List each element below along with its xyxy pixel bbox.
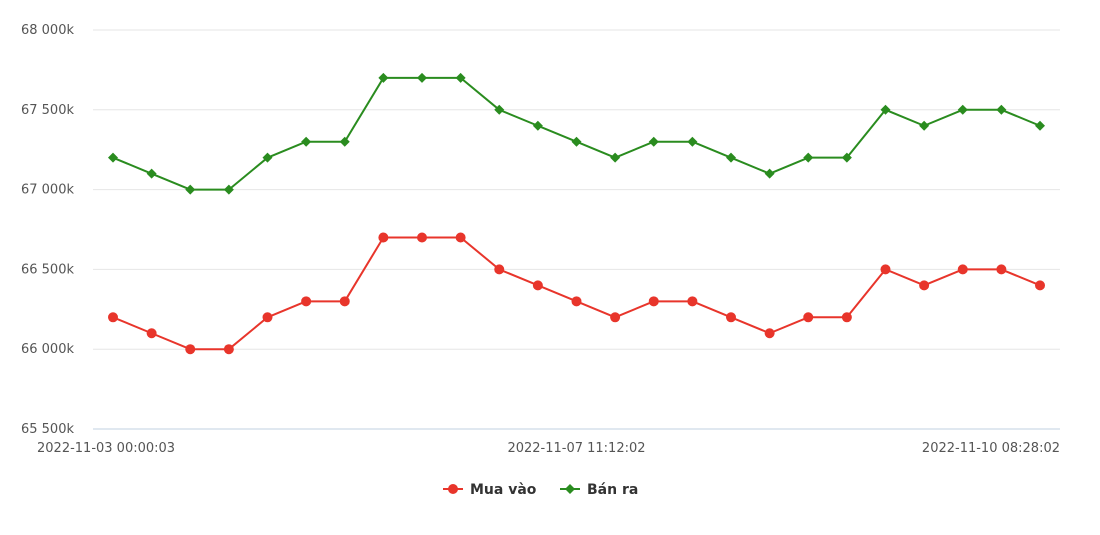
data-point[interactable] (301, 136, 312, 147)
data-point[interactable] (262, 312, 273, 323)
y-tick-label: 66 000k (21, 342, 74, 357)
y-axis-labels: 65 500k 66 000k 66 500k 67 000k 67 500k 68 00… (21, 23, 74, 437)
legend-label: Bán ra (587, 482, 638, 498)
data-point[interactable] (455, 232, 466, 243)
y-tick-label: 66 500k (21, 262, 74, 277)
data-point[interactable] (146, 168, 157, 179)
data-point[interactable] (339, 136, 350, 147)
x-axis-labels: 2022-11-03 00:00:03 2022-11-07 11:12:02 20… (37, 441, 1060, 456)
data-point[interactable] (687, 136, 698, 147)
y-tick-label: 67 500k (21, 103, 74, 118)
data-point[interactable] (417, 72, 427, 83)
data-point[interactable] (378, 72, 389, 83)
data-point[interactable] (1035, 120, 1045, 131)
data-point[interactable] (610, 312, 621, 323)
data-point[interactable] (455, 72, 466, 83)
data-point[interactable] (841, 312, 852, 323)
data-point[interactable] (108, 152, 118, 163)
series-layer (108, 72, 1045, 355)
data-point[interactable] (764, 168, 775, 179)
data-point[interactable] (223, 344, 234, 355)
series-ban-ra (108, 72, 1045, 195)
data-point[interactable] (301, 296, 312, 307)
data-point[interactable] (532, 120, 543, 131)
series-mua-vao (108, 232, 1045, 355)
data-point[interactable] (919, 280, 930, 291)
data-point[interactable] (571, 296, 582, 307)
data-point[interactable] (726, 152, 736, 163)
data-point[interactable] (996, 264, 1007, 275)
legend-marker (565, 484, 575, 494)
data-point[interactable] (494, 104, 505, 115)
data-point[interactable] (146, 328, 157, 339)
data-point[interactable] (185, 344, 196, 355)
data-point[interactable] (880, 104, 891, 115)
legend-label: Mua vào (470, 482, 537, 498)
data-point[interactable] (957, 264, 968, 275)
y-tick-label: 65 500k (21, 422, 74, 437)
x-tick-label: 2022-11-07 11:12:02 (507, 441, 645, 456)
data-point[interactable] (919, 120, 930, 131)
data-point[interactable] (108, 312, 118, 323)
data-point[interactable] (841, 152, 852, 163)
data-point[interactable] (185, 184, 196, 195)
data-point[interactable] (339, 296, 350, 307)
legend-item-ban-ra[interactable]: Bán ra (560, 482, 638, 498)
data-point[interactable] (610, 152, 621, 163)
legend-marker (448, 484, 458, 494)
data-point[interactable] (571, 136, 582, 147)
data-point[interactable] (494, 264, 505, 275)
data-point[interactable] (417, 232, 427, 243)
y-tick-label: 67 000k (21, 183, 74, 198)
data-point[interactable] (262, 152, 273, 163)
y-tick-label: 68 000k (21, 23, 74, 38)
data-point[interactable] (803, 312, 814, 323)
legend-item-mua-vao[interactable]: Mua vào (443, 482, 537, 498)
data-point[interactable] (764, 328, 775, 339)
data-point[interactable] (687, 296, 698, 307)
data-point[interactable] (532, 280, 543, 291)
series-line (112, 76, 1041, 191)
grid (93, 29, 1060, 430)
x-tick-label: 2022-11-03 00:00:03 (37, 441, 175, 456)
data-point[interactable] (648, 136, 659, 147)
data-point[interactable] (1035, 280, 1045, 291)
data-point[interactable] (957, 104, 968, 115)
series-line (112, 236, 1041, 351)
data-point[interactable] (223, 184, 234, 195)
data-point[interactable] (996, 104, 1007, 115)
data-point[interactable] (803, 152, 814, 163)
legend: Mua vào Bán ra (443, 482, 638, 498)
data-point[interactable] (880, 264, 891, 275)
data-point[interactable] (726, 312, 736, 323)
x-tick-label: 2022-11-10 08:28:02 (922, 441, 1060, 456)
data-point[interactable] (378, 232, 389, 243)
data-point[interactable] (648, 296, 659, 307)
